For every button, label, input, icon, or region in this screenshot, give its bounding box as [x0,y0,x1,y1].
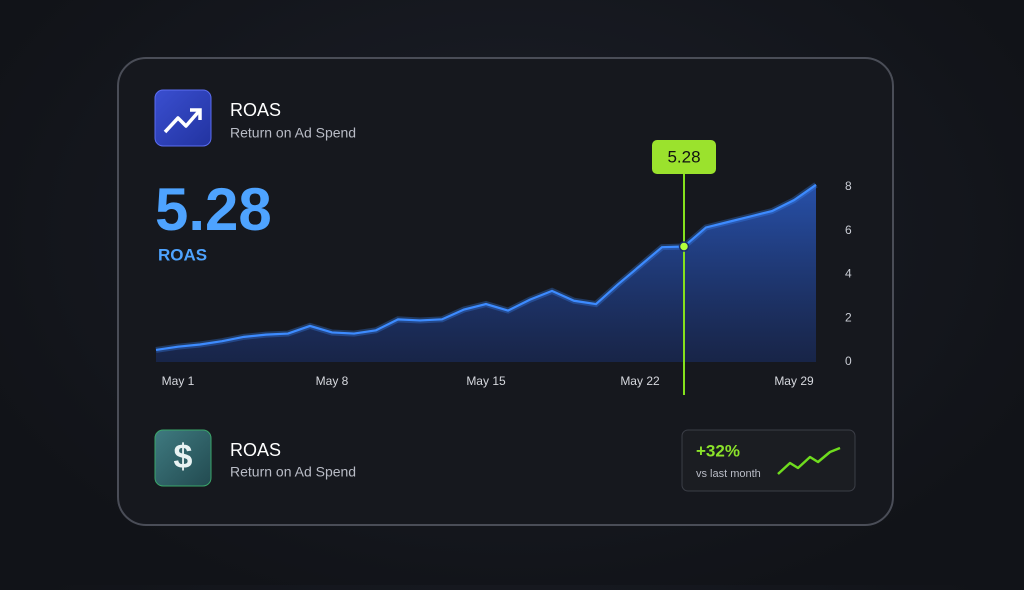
sparkline [777,446,841,475]
trend-icon-arrow [163,108,202,134]
dollar-icon [154,429,212,487]
header-subtitle: Return on Ad Spend [230,125,356,141]
tooltip-box [652,140,716,174]
header-title: ROAS [230,100,281,120]
line [155,183,817,352]
chart: 0 2 4 6 8 May 1 May 8 May 15 May 22 May 29 [155,179,852,388]
kpi-label: ROAS [158,245,207,264]
y-tick-label: 0 [845,354,852,368]
trend-icon-head [190,108,202,120]
y-tick-label: 6 [845,223,852,237]
y-tick-label: 2 [845,310,852,324]
x-tick-label: May 15 [466,374,506,388]
tooltip-value: 5.28 [667,147,700,166]
trend-icon [154,89,212,147]
x-tick-label: May 29 [774,374,814,388]
area [156,184,816,362]
y-tick-label: 4 [845,267,852,281]
change-value: +32% [696,441,740,460]
highlight: 5.28 [652,140,716,395]
y-tick-label: 8 [845,179,852,193]
footer-subtitle: Return on Ad Spend [230,464,356,480]
dollar-icon-glyph: $ [174,438,193,476]
x-tick-label: May 8 [316,374,349,388]
change-note: vs last month [696,468,761,480]
card [117,57,894,526]
footer-title: ROAS [230,440,281,460]
x-tick-label: May 1 [162,374,195,388]
kpi-value: 5.28 [155,176,272,243]
change-badge [681,429,856,492]
x-tick-label: May 22 [620,374,660,388]
highlight-dot [678,241,690,252]
